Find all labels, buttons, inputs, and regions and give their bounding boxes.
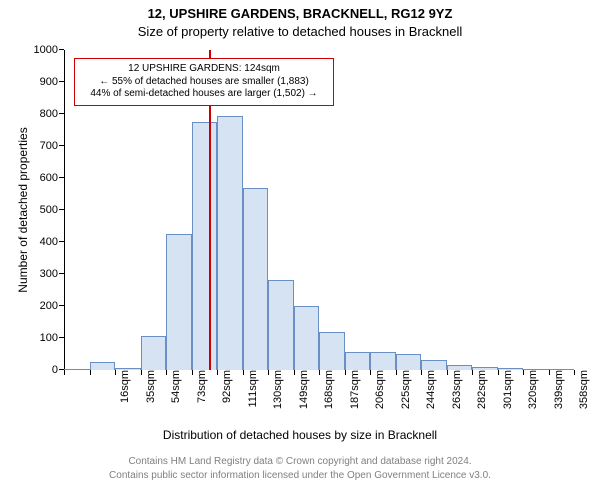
histogram-bar	[217, 116, 243, 370]
y-tick-label: 600	[40, 172, 64, 184]
y-tick-mark	[59, 273, 64, 274]
x-tick-label: 73sqm	[194, 370, 208, 430]
histogram-bar	[421, 360, 447, 370]
chart-title-line2: Size of property relative to detached ho…	[0, 24, 600, 39]
chart-container: 12, UPSHIRE GARDENS, BRACKNELL, RG12 9YZ…	[0, 0, 600, 500]
y-tick-mark	[59, 305, 64, 306]
x-tick-mark	[90, 370, 91, 375]
x-tick-label: 206sqm	[372, 370, 386, 430]
histogram-bar	[90, 362, 116, 370]
x-tick-label: 339sqm	[551, 370, 565, 430]
x-tick-mark	[574, 370, 575, 375]
x-tick-label: 149sqm	[296, 370, 310, 430]
histogram-bar	[166, 234, 192, 370]
x-tick-mark	[192, 370, 193, 375]
y-tick-mark	[59, 241, 64, 242]
x-tick-mark	[345, 370, 346, 375]
x-tick-mark	[447, 370, 448, 375]
x-tick-mark	[523, 370, 524, 375]
chart-title-line1: 12, UPSHIRE GARDENS, BRACKNELL, RG12 9YZ	[0, 6, 600, 21]
histogram-bar	[294, 306, 320, 370]
x-tick-mark	[549, 370, 550, 375]
y-tick-label: 700	[40, 140, 64, 152]
x-tick-label: 16sqm	[117, 370, 131, 430]
x-tick-mark	[166, 370, 167, 375]
y-tick-label: 0	[52, 364, 64, 376]
histogram-bar	[64, 369, 90, 370]
y-tick-label: 100	[40, 332, 64, 344]
x-tick-label: 92sqm	[219, 370, 233, 430]
y-tick-mark	[59, 145, 64, 146]
y-tick-label: 800	[40, 108, 64, 120]
x-tick-label: 168sqm	[321, 370, 335, 430]
footer-line1: Contains HM Land Registry data © Crown c…	[0, 456, 600, 467]
y-axis-label: Number of detached properties	[16, 110, 30, 310]
x-tick-mark	[64, 370, 65, 375]
x-tick-label: 111sqm	[245, 370, 259, 430]
x-tick-label: 320sqm	[525, 370, 539, 430]
y-tick-mark	[59, 81, 64, 82]
x-tick-label: 187sqm	[347, 370, 361, 430]
x-tick-label: 282sqm	[474, 370, 488, 430]
x-axis-label: Distribution of detached houses by size …	[0, 428, 600, 442]
histogram-bar	[243, 188, 269, 370]
x-tick-label: 130sqm	[270, 370, 284, 430]
y-tick-mark	[59, 177, 64, 178]
footer-line2: Contains public sector information licen…	[0, 470, 600, 481]
histogram-bar	[472, 367, 498, 370]
histogram-bar	[498, 368, 524, 370]
x-tick-mark	[115, 370, 116, 375]
y-tick-mark	[59, 113, 64, 114]
x-tick-mark	[319, 370, 320, 375]
histogram-bar	[268, 280, 294, 370]
x-tick-label: 263sqm	[449, 370, 463, 430]
histogram-bar	[447, 365, 473, 370]
histogram-bar	[549, 369, 575, 370]
x-tick-mark	[498, 370, 499, 375]
x-tick-mark	[472, 370, 473, 375]
annotation-line: 12 UPSHIRE GARDENS: 124sqm	[79, 63, 329, 76]
annotation-line: 44% of semi-detached houses are larger (…	[79, 88, 329, 101]
histogram-bar	[370, 352, 396, 370]
histogram-bar	[345, 352, 371, 370]
x-tick-mark	[268, 370, 269, 375]
x-tick-mark	[141, 370, 142, 375]
histogram-bar	[396, 354, 422, 370]
y-tick-label: 300	[40, 268, 64, 280]
x-tick-label: 54sqm	[168, 370, 182, 430]
x-tick-mark	[421, 370, 422, 375]
y-tick-label: 900	[40, 76, 64, 88]
y-tick-label: 1000	[34, 44, 64, 56]
y-tick-label: 400	[40, 236, 64, 248]
y-tick-mark	[59, 49, 64, 50]
histogram-bar	[523, 369, 549, 370]
y-axis-line	[64, 50, 65, 370]
histogram-bar	[141, 336, 167, 370]
y-tick-label: 500	[40, 204, 64, 216]
x-tick-mark	[217, 370, 218, 375]
x-tick-label: 244sqm	[423, 370, 437, 430]
y-tick-mark	[59, 209, 64, 210]
x-tick-label: 358sqm	[576, 370, 590, 430]
annotation-box: 12 UPSHIRE GARDENS: 124sqm← 55% of detac…	[74, 58, 334, 106]
x-tick-label: 35sqm	[143, 370, 157, 430]
x-tick-mark	[370, 370, 371, 375]
x-tick-label: 301sqm	[500, 370, 514, 430]
histogram-bar	[192, 122, 218, 370]
histogram-bar	[319, 332, 345, 370]
histogram-bar	[115, 368, 141, 370]
annotation-line: ← 55% of detached houses are smaller (1,…	[79, 76, 329, 89]
y-tick-mark	[59, 337, 64, 338]
x-tick-label: 225sqm	[398, 370, 412, 430]
x-tick-mark	[243, 370, 244, 375]
x-tick-mark	[396, 370, 397, 375]
x-tick-mark	[294, 370, 295, 375]
y-tick-label: 200	[40, 300, 64, 312]
